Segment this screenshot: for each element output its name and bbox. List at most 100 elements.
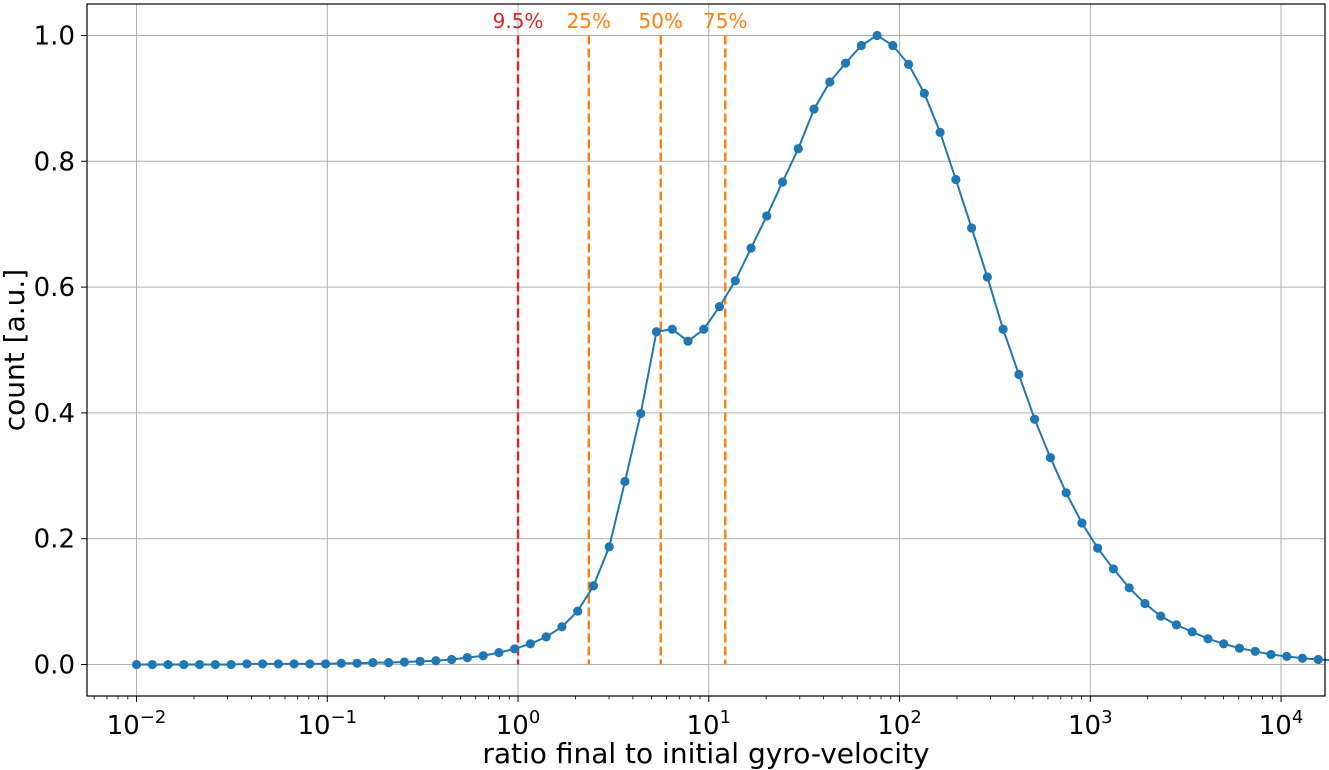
data-point — [1045, 452, 1055, 463]
x-axis-title: ratio final to initial gyro-velocity — [482, 737, 929, 770]
data-point — [730, 276, 740, 286]
data-point — [699, 324, 709, 334]
series-line — [136, 34, 1329, 666]
data-point — [179, 659, 189, 670]
data-point — [447, 654, 457, 665]
data-point — [919, 88, 929, 98]
data-point — [903, 59, 914, 69]
data-point — [1250, 646, 1260, 656]
data-point — [714, 301, 725, 312]
data-point — [1124, 583, 1134, 593]
x-tick-label: 100 — [496, 707, 541, 741]
data-point — [494, 647, 504, 658]
data-point — [478, 651, 488, 661]
percentile-label: 25% — [567, 9, 611, 33]
data-point — [856, 40, 866, 51]
data-point — [352, 658, 362, 668]
data-point — [588, 581, 599, 591]
data-point — [746, 243, 756, 253]
data-point — [636, 408, 646, 419]
data-point — [1140, 598, 1150, 609]
data-point — [257, 659, 268, 669]
data-point — [242, 659, 252, 669]
data-point — [935, 127, 945, 137]
percentile-label: 75% — [703, 9, 747, 33]
data-point — [1297, 653, 1308, 663]
y-axis-title: count [a.u.] — [0, 269, 31, 431]
data-point — [557, 622, 567, 632]
y-tick-label: 0.0 — [34, 651, 75, 681]
series-distribution — [131, 30, 1329, 670]
data-point — [951, 174, 961, 185]
data-point — [667, 324, 677, 334]
data-point — [510, 644, 520, 654]
y-tick-label: 1.0 — [34, 21, 75, 51]
data-point — [762, 211, 772, 221]
data-point — [683, 336, 693, 346]
data-point — [305, 659, 315, 669]
grid — [87, 4, 1325, 696]
data-point — [1203, 634, 1213, 644]
data-point — [210, 659, 220, 670]
data-point — [1219, 639, 1229, 649]
y-tick-label: 0.6 — [34, 273, 75, 303]
data-point — [1187, 627, 1197, 637]
x-tick-label: 104 — [1259, 707, 1304, 741]
data-point — [825, 77, 835, 87]
y-tick-label: 0.2 — [34, 525, 75, 555]
data-point — [273, 659, 283, 669]
data-point — [131, 659, 142, 670]
percentile-lines: 9.5% 25% 50% 75% — [493, 9, 747, 665]
percentile-label: 50% — [639, 9, 683, 33]
data-point — [1171, 620, 1182, 630]
data-point — [431, 656, 441, 666]
data-point — [1313, 654, 1323, 665]
x-tick-label: 103 — [1068, 707, 1113, 741]
data-point — [1077, 518, 1087, 528]
x-tick-label: 10−2 — [107, 707, 167, 741]
data-point — [573, 606, 583, 616]
data-point — [1234, 643, 1245, 653]
data-point — [541, 632, 551, 642]
data-point — [604, 542, 614, 552]
data-point — [651, 327, 662, 337]
percentile-label: 9.5% — [493, 9, 544, 33]
data-point — [620, 476, 630, 487]
data-point — [147, 659, 157, 670]
data-point — [888, 40, 898, 51]
tick-labels: 10−2 10−1 100 101 102 103 104 0.0 0.2 0.4 0.6 0.8 1.… — [34, 21, 1304, 741]
data-point — [1030, 414, 1040, 424]
plot-frame — [86, 3, 1326, 697]
data-point — [1093, 543, 1103, 553]
data-point — [336, 658, 346, 668]
data-point — [399, 657, 409, 667]
data-point — [998, 324, 1008, 334]
data-point — [1014, 369, 1024, 380]
data-point — [1156, 611, 1166, 621]
axis-ticks — [81, 34, 1282, 702]
data-point — [840, 58, 851, 68]
data-point — [872, 30, 882, 41]
x-tick-label: 101 — [687, 707, 732, 741]
y-tick-label: 0.4 — [34, 399, 75, 429]
data-point — [415, 656, 425, 667]
data-point — [321, 659, 331, 669]
data-point — [384, 658, 394, 668]
data-point — [163, 659, 173, 670]
data-point — [525, 639, 536, 649]
data-point — [1266, 649, 1276, 660]
data-point — [462, 653, 473, 663]
data-point — [982, 272, 992, 282]
data-point — [793, 144, 803, 154]
data-point — [809, 104, 819, 114]
data-point — [194, 659, 205, 670]
data-point — [289, 659, 299, 669]
data-point — [1061, 488, 1071, 498]
data-point — [368, 658, 378, 668]
data-point — [777, 177, 788, 187]
data-point — [967, 223, 977, 233]
x-tick-label: 102 — [877, 707, 922, 741]
y-tick-label: 0.8 — [34, 147, 75, 177]
data-point — [1282, 651, 1292, 661]
